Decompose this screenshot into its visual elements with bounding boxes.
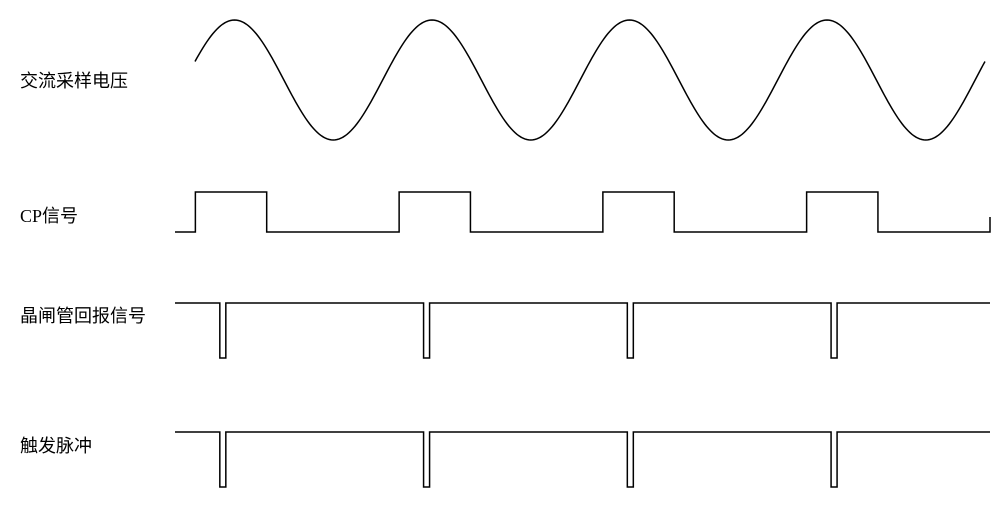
thyristor-feedback-wave [175,303,990,358]
trigger-pulse-wave [175,432,990,487]
timing-diagram [0,0,1000,519]
cp-square-wave [175,192,990,232]
sine-wave [195,20,985,140]
